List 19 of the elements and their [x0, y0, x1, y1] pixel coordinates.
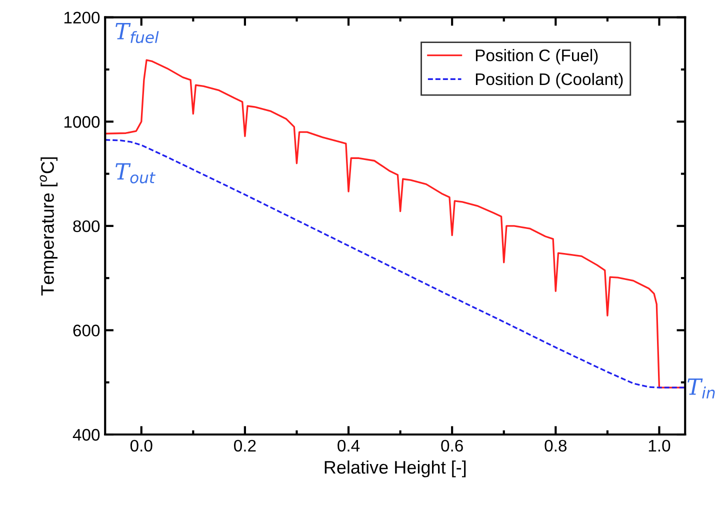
annotation: T$_{out}$	[116, 163, 156, 184]
x-tick-label: 0.8	[544, 440, 567, 452]
x-tick-label: 0.2	[234, 440, 256, 452]
annotation: T$_{fuel}$	[116, 23, 159, 44]
y-tick-label: 800	[73, 220, 100, 232]
y-tick-label: 400	[72, 428, 100, 441]
legend-label: Position C (Fuel)	[476, 49, 598, 65]
x-tick-label: 1.0	[648, 440, 670, 452]
text: T$_{in}$	[688, 378, 715, 398]
y-axis-title: Temperature [$^{o}$C]	[40, 157, 58, 296]
y-tick-label: 1000	[64, 116, 100, 128]
line-series	[105, 139, 686, 388]
x-axis-title: Relative Height [-]	[324, 460, 466, 478]
legend-label: Position D (Coolant)	[476, 72, 623, 88]
x-tick-label: 0.6	[441, 440, 463, 452]
y-tick-label: 1200	[64, 12, 100, 24]
x-tick-label: 0.4	[338, 440, 360, 452]
x-tick-label: 0.0	[130, 440, 152, 452]
y-tick-label: 600	[73, 324, 100, 336]
